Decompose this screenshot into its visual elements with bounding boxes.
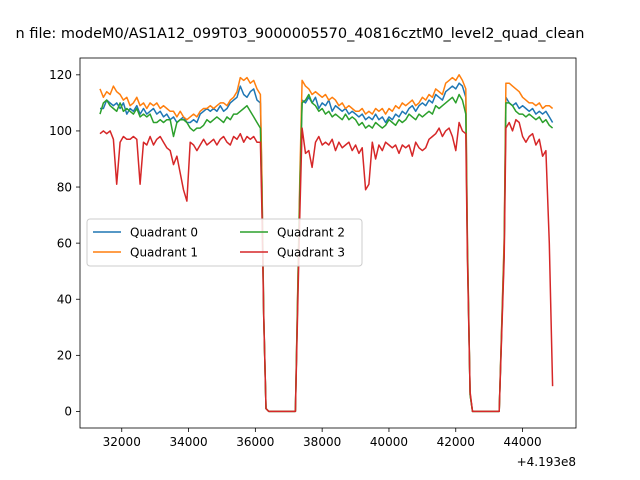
x-axis-offset-label: +4.193e8	[517, 455, 576, 469]
x-tick-label: 38000	[303, 435, 341, 449]
legend-box	[86, 218, 363, 267]
y-tick-label: 60	[57, 236, 72, 250]
x-axis: 32000 34000 36000 38000 40000 42000 44000	[103, 428, 542, 449]
y-tick-label: 80	[57, 180, 72, 194]
x-tick-label: 36000	[236, 435, 274, 449]
legend-label-quadrant-2: Quadrant 2	[277, 226, 345, 240]
x-tick-label: 32000	[103, 435, 141, 449]
legend-label-quadrant-3: Quadrant 3	[277, 246, 345, 260]
y-tick-label: 100	[49, 124, 72, 138]
legend-label-quadrant-0: Quadrant 0	[130, 226, 198, 240]
series-line-quadrant-1	[99, 74, 554, 413]
legend-label-quadrant-1: Quadrant 1	[130, 246, 198, 260]
y-tick-label: 0	[64, 405, 72, 419]
y-axis: 0 20 40 60 80 100 120	[49, 68, 80, 419]
y-tick-label: 40	[57, 293, 72, 307]
x-tick-label: 42000	[437, 435, 475, 449]
series-layer	[99, 74, 554, 413]
x-tick-label: 34000	[169, 435, 207, 449]
y-tick-label: 120	[49, 68, 72, 82]
y-tick-label: 20	[57, 349, 72, 363]
series-line-quadrant-2	[99, 93, 554, 413]
chart-title: n file: modeM0/AS1A12_099T03_9000005570_…	[16, 26, 585, 42]
x-tick-label: 44000	[503, 435, 541, 449]
series-line-quadrant-3	[99, 118, 554, 413]
legend: Quadrant 0 Quadrant 1 Quadrant 2 Quadrant 3	[86, 218, 363, 267]
x-tick-label: 40000	[370, 435, 408, 449]
